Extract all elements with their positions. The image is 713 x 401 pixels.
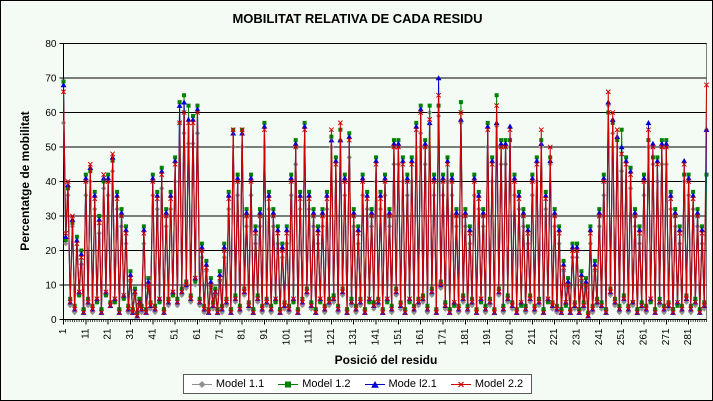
y-tick-label: 80: [45, 39, 57, 50]
series-markers-model-2-2: [60, 82, 710, 319]
y-axis-title: Percentatge de mobilitat: [18, 111, 32, 251]
x-tick-label: 241: [594, 328, 605, 345]
x-tick-label: 41: [147, 328, 158, 340]
y-tick-label: 0: [51, 315, 57, 326]
triangle-marker-icon: [364, 380, 385, 388]
x-tick-label: 191: [482, 328, 493, 345]
legend-item-model-2-1: Mode l2.1: [364, 378, 437, 390]
x-tick-label: 101: [281, 328, 292, 345]
x-tick-label: 11: [80, 328, 91, 339]
x-tick-label: 111: [304, 328, 315, 344]
x-tick-label: 171: [438, 328, 449, 345]
x-tick-label: 271: [661, 328, 672, 345]
x-tick-label: 71: [214, 328, 225, 340]
y-tick-label: 50: [45, 143, 57, 154]
x-tick-label: 51: [170, 328, 181, 340]
square-marker-icon: [278, 381, 299, 387]
legend-label: Model 1.1: [215, 378, 265, 390]
x-tick-label: 61: [192, 328, 203, 340]
legend-label: Mode l2.1: [388, 378, 437, 390]
x-tick-label: 161: [415, 328, 426, 345]
series-model-1-2: [61, 79, 709, 315]
legend: Model 1.1 Model 1.2 Mode l2.1: [1, 374, 712, 394]
legend-box: Model 1.1 Model 1.2 Mode l2.1: [182, 374, 533, 394]
x-tick-label: 151: [393, 328, 404, 345]
x-tick-label: 91: [259, 328, 270, 340]
legend-label: Model 2.2: [474, 378, 524, 390]
x-tick-label: 131: [348, 328, 359, 345]
x-tick-label: 211: [527, 328, 538, 344]
x-axis: 1 11 21 31 41 51 61 71 81 91 101 111 121 131 141 151 161…: [58, 319, 707, 345]
x-tick-label: 221: [549, 328, 560, 345]
y-axis: 0 10 20 30 40 50 60 70 80: [45, 39, 64, 326]
y-tick-label: 40: [45, 177, 57, 188]
x-tick-label: 31: [125, 328, 136, 340]
x-tick-label: 261: [638, 328, 649, 345]
x-tick-label: 141: [371, 328, 382, 345]
x-tick-label: 281: [683, 328, 694, 345]
y-tick-label: 10: [45, 281, 57, 292]
y-tick-label: 30: [45, 212, 57, 223]
legend-item-model-1-1: Model 1.1: [191, 378, 265, 390]
legend-item-model-2-2: Model 2.2: [450, 378, 524, 390]
y-tick-label: 70: [45, 74, 57, 85]
legend-label: Model 1.2: [302, 378, 351, 390]
x-tick-label: 181: [460, 328, 471, 345]
series-mode-l2-1: [60, 75, 710, 319]
x-tick-label: 231: [572, 328, 583, 345]
x-tick-label: 21: [103, 328, 114, 340]
x-tick-label: 121: [326, 328, 337, 345]
x-marker-icon: [450, 381, 471, 387]
x-axis-title: Posició del residu: [334, 353, 438, 367]
x-tick-label: 251: [616, 328, 627, 345]
x-tick-label: 1: [58, 328, 69, 334]
legend-item-model-1-2: Model 1.2: [278, 378, 351, 390]
series-model-2-2: [60, 82, 710, 319]
chart-title: MOBILITAT RELATIVA DE CADA RESIDU: [232, 11, 483, 26]
y-tick-label: 60: [45, 108, 57, 119]
y-tick-label: 20: [45, 246, 57, 257]
x-tick-label: 81: [237, 328, 248, 340]
x-tick-label: 201: [505, 328, 516, 345]
diamond-marker-icon: [191, 380, 212, 388]
